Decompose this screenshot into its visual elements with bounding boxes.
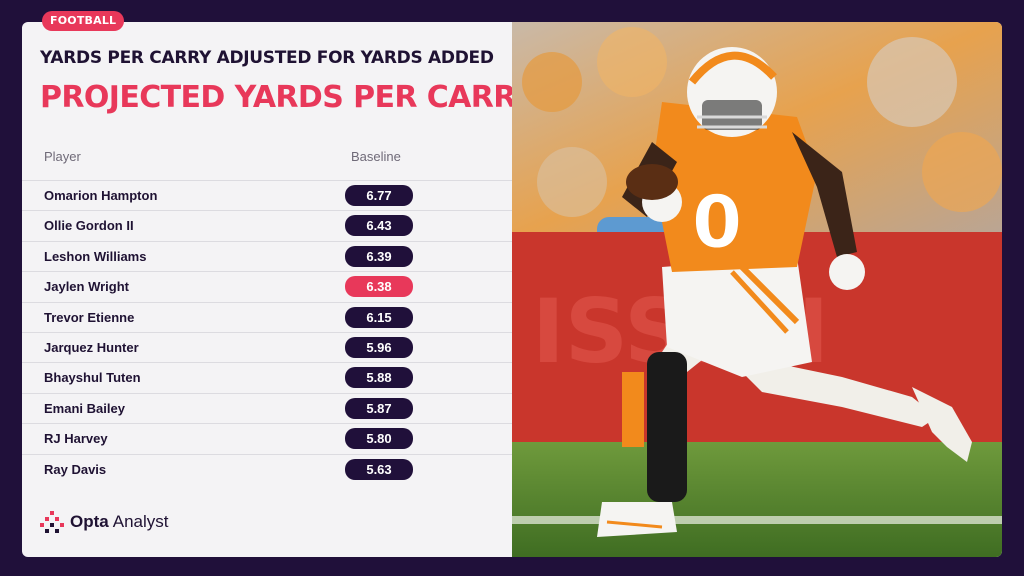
table-row: Leshon Williams 6.39	[22, 240, 512, 271]
logo-text-analyst: Analyst	[112, 512, 169, 531]
column-header-player: Player	[44, 149, 81, 164]
logo-text-opta: Opta	[70, 512, 109, 531]
page-title: PROJECTED YARDS PER CARRY	[40, 80, 536, 115]
table-row: Ollie Gordon II 6.43	[22, 210, 512, 240]
player-name: Omarion Hampton	[44, 188, 158, 203]
running-back-illustration: ISSAN 0	[512, 22, 1002, 557]
baseline-value: 5.63	[345, 458, 413, 480]
player-name: Trevor Etienne	[44, 309, 135, 325]
baseline-value-highlighted: 6.38	[345, 276, 413, 298]
table-row: Bhayshul Tuten 5.88	[22, 362, 512, 392]
player-name: Bhayshul Tuten	[44, 370, 141, 386]
table-row: Ray Davis 5.63	[22, 453, 512, 484]
baseline-value: 6.43	[345, 215, 413, 237]
category-tag: FOOTBALL	[42, 11, 125, 31]
player-name: Ray Davis	[44, 461, 107, 477]
table-row: RJ Harvey 5.80	[22, 423, 512, 453]
table-row: Jarquez Hunter 5.96	[22, 331, 512, 362]
opta-logo-icon	[40, 511, 64, 533]
player-name: Ollie Gordon II	[44, 218, 134, 234]
player-table: Omarion Hampton 6.77 Ollie Gordon II 6.4…	[22, 180, 512, 484]
player-name: Leshon Williams	[44, 248, 147, 264]
subtitle: YARDS PER CARRY ADJUSTED FOR YARDS ADDED	[40, 48, 494, 68]
table-row: Trevor Etienne 6.15	[22, 301, 512, 332]
baseline-value: 5.87	[345, 397, 413, 419]
baseline-value: 5.88	[345, 367, 413, 389]
baseline-value: 6.77	[345, 185, 413, 206]
table-row: Emani Bailey 5.87	[22, 392, 512, 423]
table-row: Jaylen Wright 6.38	[22, 271, 512, 301]
column-header-baseline: Baseline	[351, 149, 401, 164]
jersey-number: 0	[692, 180, 742, 264]
player-name: Jaylen Wright	[44, 279, 130, 295]
baseline-value: 6.15	[345, 306, 413, 328]
baseline-value: 5.96	[345, 336, 413, 358]
baseline-value: 5.80	[345, 428, 413, 450]
player-name: Jarquez Hunter	[44, 339, 139, 355]
player-photo: ISSAN 0	[512, 22, 1002, 557]
player-name: RJ Harvey	[44, 431, 108, 447]
opta-analyst-logo: Opta Analyst	[40, 510, 168, 534]
baseline-value: 6.39	[345, 245, 413, 267]
table-row: Omarion Hampton 6.77	[22, 180, 512, 210]
player-name: Emani Bailey	[44, 400, 125, 416]
